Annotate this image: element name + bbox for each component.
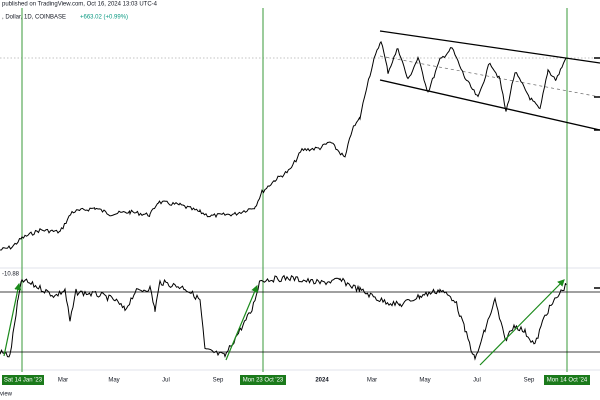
date-highlight	[2, 375, 44, 385]
date-highlight-label: Mon 14 Oct '24	[547, 378, 588, 384]
published-note: published on TradingView.com, Oct 16, 20…	[2, 2, 158, 8]
footer-text: view	[0, 392, 13, 398]
oscillator-value: -10.88	[2, 272, 20, 278]
x-label: Mar	[58, 378, 68, 384]
date-highlight-label: Sat 14 Jan '23	[4, 378, 43, 384]
oscillator-series	[0, 274, 567, 361]
trend-arrow	[225, 284, 259, 361]
channel-top	[379, 30, 600, 64]
trend-arrow	[479, 279, 565, 366]
x-label: May	[419, 378, 430, 384]
x-label: Sep	[524, 378, 535, 384]
x-label: Sep	[213, 378, 224, 384]
date-highlight	[240, 375, 286, 385]
date-highlight-label: Mon 23 Oct '23	[243, 378, 284, 384]
x-label: 2024	[315, 378, 329, 384]
x-label: May	[108, 378, 119, 384]
price-change: +663.02 (+0.99%)	[80, 15, 128, 21]
price-line-series	[0, 40, 567, 251]
date-highlight	[544, 375, 590, 385]
x-label: Jul	[473, 378, 481, 384]
x-label: Jul	[162, 378, 170, 384]
symbol-info: , Dollar, 1D, COINBASE	[2, 15, 66, 21]
trend-arrow	[3, 282, 22, 357]
x-label: Mar	[367, 378, 377, 384]
channel-mid	[379, 55, 600, 98]
channel-bottom	[379, 79, 600, 131]
